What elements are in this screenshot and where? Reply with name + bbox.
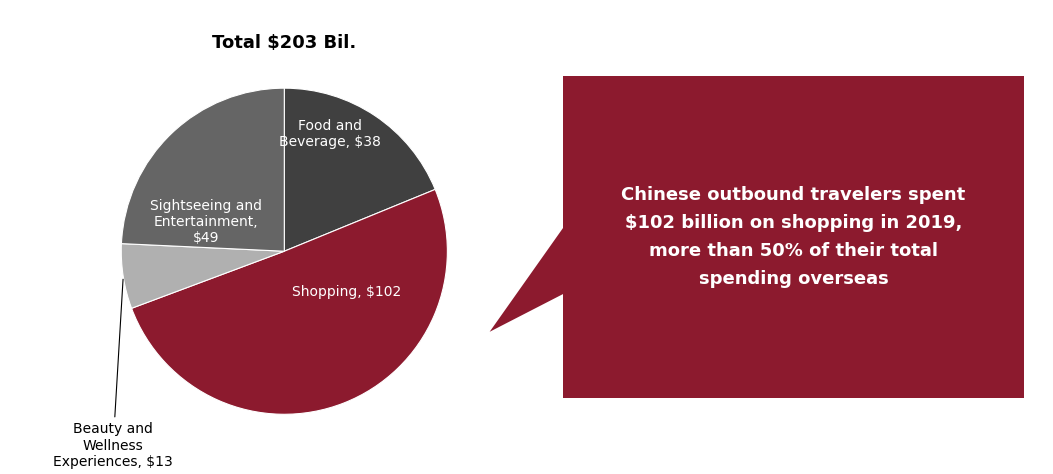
- Wedge shape: [284, 88, 435, 251]
- Text: Food and
Beverage, $38: Food and Beverage, $38: [279, 118, 381, 149]
- Text: Shopping, $102: Shopping, $102: [292, 285, 401, 299]
- Wedge shape: [121, 244, 284, 308]
- Text: Sightseeing and
Entertainment,
$49: Sightseeing and Entertainment, $49: [150, 199, 262, 245]
- Text: Beauty and
Wellness
Experiences, $13: Beauty and Wellness Experiences, $13: [54, 279, 173, 469]
- Wedge shape: [132, 190, 448, 414]
- Text: Figure 2. Chinese Travelers: Estimated Total Overseas Spending by Major Category: Figure 2. Chinese Travelers: Estimated T…: [13, 7, 1053, 26]
- Text: Chinese outbound travelers spent
$102 billion on shopping in 2019,
more than 50%: Chinese outbound travelers spent $102 bi…: [621, 186, 966, 288]
- Wedge shape: [121, 88, 284, 251]
- Text: Total $203 Bil.: Total $203 Bil.: [213, 34, 356, 52]
